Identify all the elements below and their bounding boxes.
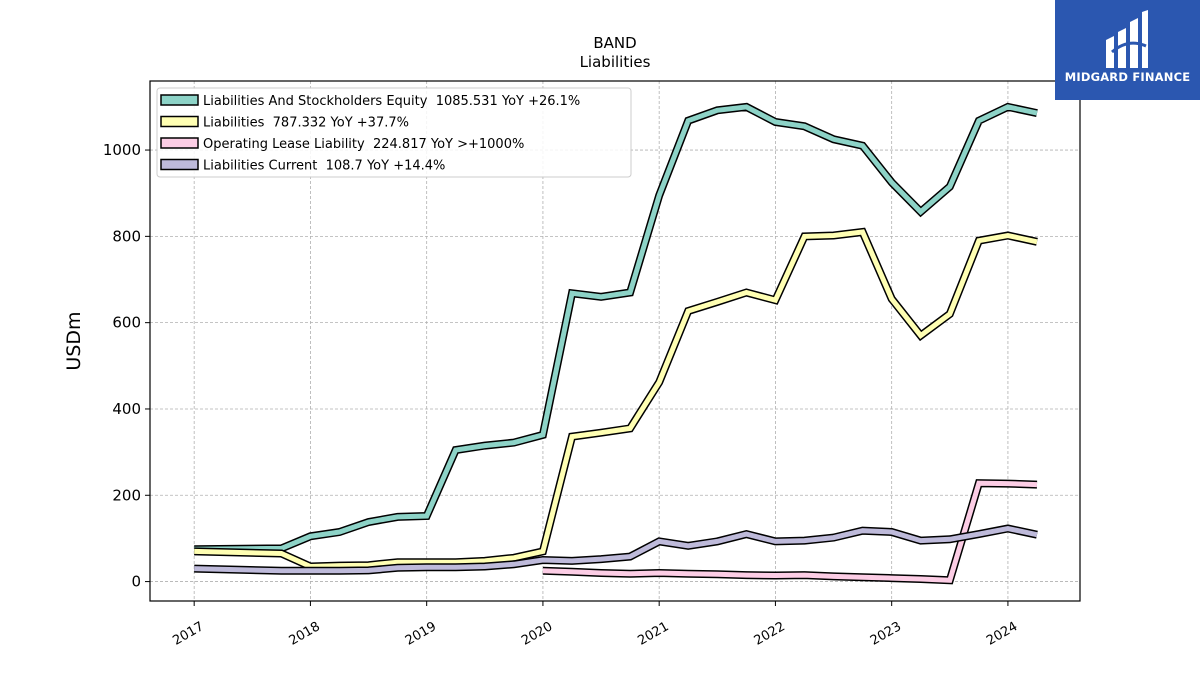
legend-box <box>156 87 632 178</box>
y-tick-label: 200 <box>112 486 141 504</box>
x-tick-label: 2021 <box>635 619 671 649</box>
series-line <box>194 104 1038 552</box>
midgard-logo-icon <box>1106 10 1148 68</box>
x-tick-label: 2024 <box>984 619 1020 649</box>
y-tick-label: 400 <box>112 400 141 418</box>
series-line <box>542 480 1038 583</box>
series-line <box>194 229 1038 570</box>
x-tick-label: 2022 <box>752 619 788 649</box>
legend-label: Liabilities Current 108.7 YoY +14.4% <box>203 159 445 174</box>
x-tick-label: 2023 <box>868 619 904 649</box>
series-lines <box>194 102 1038 585</box>
plot-area-frame <box>149 80 1081 602</box>
x-tick-label: 2017 <box>170 619 206 649</box>
legend-label: Liabilities And Stockholders Equity 1085… <box>203 94 580 109</box>
chart-subtitle: Liabilities <box>580 53 651 71</box>
y-tick-label: 800 <box>112 227 141 245</box>
legend-swatch <box>160 137 199 149</box>
y-axis-label: USDm <box>63 311 85 370</box>
brand-logo: MIDGARD FINANCE <box>1055 0 1200 100</box>
series-outline <box>194 227 1038 571</box>
legend-swatch <box>160 94 199 106</box>
x-tick-label: 2018 <box>287 619 323 649</box>
legend: Liabilities And Stockholders Equity 1085… <box>156 87 632 178</box>
legend-swatch <box>160 158 199 171</box>
x-tick-label: 2019 <box>403 619 439 649</box>
brand-name: MIDGARD FINANCE <box>1064 70 1191 84</box>
y-tick-label: 1000 <box>103 141 141 159</box>
x-tick-label: 2020 <box>519 619 555 649</box>
y-tick-label: 600 <box>112 314 141 332</box>
legend-label: Operating Lease Liability 224.817 YoY >+… <box>203 137 524 152</box>
series-line <box>194 525 1038 574</box>
legend-label: Liabilities 787.332 YoY +37.7% <box>203 116 409 131</box>
chart-title: BAND <box>593 34 636 52</box>
y-tick-label: 0 <box>131 573 141 591</box>
legend-swatch <box>160 115 199 128</box>
